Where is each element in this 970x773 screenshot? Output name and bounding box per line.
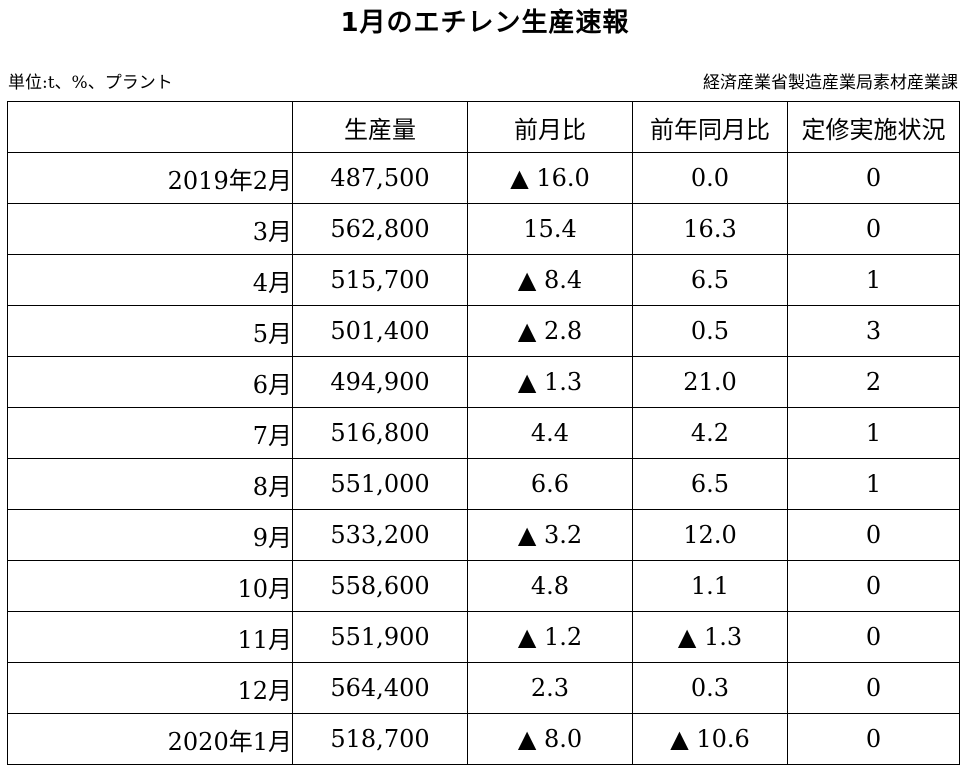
cell-production: 515,700	[292, 254, 468, 306]
cell-period: 11月	[7, 611, 293, 663]
cell-year-on-year: 0.0	[632, 152, 788, 204]
ethylene-production-table: 生産量 前月比 前年同月比 定修実施状況 2019年2月 487,500 ▲ 1…	[7, 101, 960, 765]
table-row: 10月 558,600 4.8 1.1 0	[7, 560, 960, 612]
cell-year-on-year: ▲ 1.3	[632, 611, 788, 663]
page-title: 1月のエチレン生産速報	[340, 8, 630, 38]
cell-period: 9月	[7, 509, 293, 561]
cell-year-on-year: 6.5	[632, 458, 788, 510]
table-row: 6月 494,900 ▲ 1.3 21.0 2	[7, 356, 960, 408]
cell-period: 8月	[7, 458, 293, 510]
cell-maintenance: 0	[787, 509, 960, 561]
cell-month-on-month: ▲ 16.0	[467, 152, 633, 204]
cell-production: 551,900	[292, 611, 468, 663]
cell-year-on-year: 6.5	[632, 254, 788, 306]
cell-production: 494,900	[292, 356, 468, 408]
table-row: 3月 562,800 15.4 16.3 0	[7, 203, 960, 255]
cell-production: 501,400	[292, 305, 468, 357]
cell-month-on-month: 4.8	[467, 560, 633, 612]
cell-production: 533,200	[292, 509, 468, 561]
table-row: 9月 533,200 ▲ 3.2 12.0 0	[7, 509, 960, 561]
cell-maintenance: 0	[787, 152, 960, 204]
cell-maintenance: 3	[787, 305, 960, 357]
header-maintenance-status: 定修実施状況	[787, 101, 960, 153]
cell-month-on-month: ▲ 1.2	[467, 611, 633, 663]
cell-maintenance: 0	[787, 203, 960, 255]
cell-year-on-year: 0.3	[632, 662, 788, 714]
cell-year-on-year: 1.1	[632, 560, 788, 612]
table-row: 8月 551,000 6.6 6.5 1	[7, 458, 960, 510]
cell-maintenance: 0	[787, 611, 960, 663]
cell-month-on-month: 6.6	[467, 458, 633, 510]
cell-maintenance: 1	[787, 254, 960, 306]
cell-month-on-month: 2.3	[467, 662, 633, 714]
cell-production: 487,500	[292, 152, 468, 204]
cell-maintenance: 1	[787, 407, 960, 459]
header-production: 生産量	[292, 101, 468, 153]
cell-production: 564,400	[292, 662, 468, 714]
cell-year-on-year: ▲ 10.6	[632, 713, 788, 765]
cell-period: 12月	[7, 662, 293, 714]
cell-year-on-year: 12.0	[632, 509, 788, 561]
cell-month-on-month: ▲ 3.2	[467, 509, 633, 561]
cell-period: 6月	[7, 356, 293, 408]
cell-month-on-month: 4.4	[467, 407, 633, 459]
header-month-on-month: 前月比	[467, 101, 633, 153]
cell-month-on-month: 15.4	[467, 203, 633, 255]
table-row: 11月 551,900 ▲ 1.2 ▲ 1.3 0	[7, 611, 960, 663]
cell-production: 551,000	[292, 458, 468, 510]
cell-month-on-month: ▲ 8.0	[467, 713, 633, 765]
cell-period: 10月	[7, 560, 293, 612]
table-row: 4月 515,700 ▲ 8.4 6.5 1	[7, 254, 960, 306]
cell-production: 518,700	[292, 713, 468, 765]
cell-period: 2019年2月	[7, 152, 293, 204]
cell-period: 3月	[7, 203, 293, 255]
cell-production: 562,800	[292, 203, 468, 255]
cell-year-on-year: 21.0	[632, 356, 788, 408]
cell-production: 516,800	[292, 407, 468, 459]
table-row: 2019年2月 487,500 ▲ 16.0 0.0 0	[7, 152, 960, 204]
table-row: 12月 564,400 2.3 0.3 0	[7, 662, 960, 714]
cell-maintenance: 0	[787, 560, 960, 612]
cell-period: 2020年1月	[7, 713, 293, 765]
source-note: 経済産業省製造産業局素材産業課	[703, 73, 958, 93]
cell-production: 558,600	[292, 560, 468, 612]
header-year-on-year: 前年同月比	[632, 101, 788, 153]
cell-maintenance: 1	[787, 458, 960, 510]
header-period	[7, 101, 293, 153]
unit-note: 単位:t、%、プラント	[8, 73, 173, 93]
table-row: 5月 501,400 ▲ 2.8 0.5 3	[7, 305, 960, 357]
cell-year-on-year: 4.2	[632, 407, 788, 459]
table-header-row: 生産量 前月比 前年同月比 定修実施状況	[7, 101, 960, 153]
cell-month-on-month: ▲ 1.3	[467, 356, 633, 408]
table-row: 7月 516,800 4.4 4.2 1	[7, 407, 960, 459]
cell-maintenance: 0	[787, 662, 960, 714]
cell-maintenance: 0	[787, 713, 960, 765]
cell-month-on-month: ▲ 8.4	[467, 254, 633, 306]
cell-period: 5月	[7, 305, 293, 357]
cell-period: 7月	[7, 407, 293, 459]
table-row: 2020年1月 518,700 ▲ 8.0 ▲ 10.6 0	[7, 713, 960, 765]
cell-maintenance: 2	[787, 356, 960, 408]
cell-year-on-year: 0.5	[632, 305, 788, 357]
cell-period: 4月	[7, 254, 293, 306]
cell-month-on-month: ▲ 2.8	[467, 305, 633, 357]
cell-year-on-year: 16.3	[632, 203, 788, 255]
